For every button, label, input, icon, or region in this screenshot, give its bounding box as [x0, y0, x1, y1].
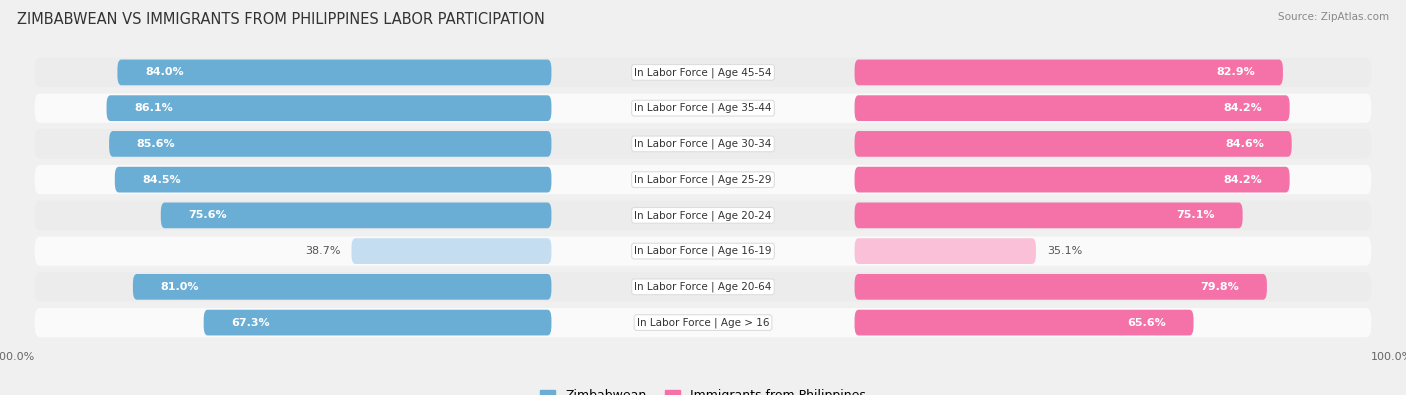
FancyBboxPatch shape [855, 203, 1243, 228]
FancyBboxPatch shape [35, 237, 1371, 266]
FancyBboxPatch shape [35, 308, 1371, 337]
FancyBboxPatch shape [115, 167, 551, 192]
Legend: Zimbabwean, Immigrants from Philippines: Zimbabwean, Immigrants from Philippines [536, 384, 870, 395]
Text: 67.3%: 67.3% [231, 318, 270, 327]
Text: 84.6%: 84.6% [1225, 139, 1264, 149]
FancyBboxPatch shape [110, 131, 551, 157]
FancyBboxPatch shape [35, 165, 1371, 194]
FancyBboxPatch shape [855, 60, 1282, 85]
FancyBboxPatch shape [855, 238, 1036, 264]
Text: In Labor Force | Age 35-44: In Labor Force | Age 35-44 [634, 103, 772, 113]
Text: In Labor Force | Age 16-19: In Labor Force | Age 16-19 [634, 246, 772, 256]
Text: In Labor Force | Age 20-64: In Labor Force | Age 20-64 [634, 282, 772, 292]
FancyBboxPatch shape [855, 95, 1289, 121]
Text: 75.1%: 75.1% [1177, 211, 1215, 220]
FancyBboxPatch shape [855, 131, 1292, 157]
Text: In Labor Force | Age 45-54: In Labor Force | Age 45-54 [634, 67, 772, 78]
FancyBboxPatch shape [204, 310, 551, 335]
Text: 81.0%: 81.0% [160, 282, 200, 292]
Text: 84.2%: 84.2% [1223, 103, 1263, 113]
Text: In Labor Force | Age 30-34: In Labor Force | Age 30-34 [634, 139, 772, 149]
Text: In Labor Force | Age > 16: In Labor Force | Age > 16 [637, 317, 769, 328]
Text: 86.1%: 86.1% [134, 103, 173, 113]
Text: 84.5%: 84.5% [142, 175, 181, 184]
FancyBboxPatch shape [35, 129, 1371, 158]
FancyBboxPatch shape [160, 203, 551, 228]
Text: 84.0%: 84.0% [145, 68, 184, 77]
Text: In Labor Force | Age 25-29: In Labor Force | Age 25-29 [634, 174, 772, 185]
FancyBboxPatch shape [35, 272, 1371, 301]
Text: Source: ZipAtlas.com: Source: ZipAtlas.com [1278, 12, 1389, 22]
Text: 82.9%: 82.9% [1216, 68, 1256, 77]
FancyBboxPatch shape [134, 274, 551, 300]
FancyBboxPatch shape [35, 201, 1371, 230]
FancyBboxPatch shape [35, 94, 1371, 123]
Text: 85.6%: 85.6% [136, 139, 176, 149]
Text: ZIMBABWEAN VS IMMIGRANTS FROM PHILIPPINES LABOR PARTICIPATION: ZIMBABWEAN VS IMMIGRANTS FROM PHILIPPINE… [17, 12, 544, 27]
Text: 38.7%: 38.7% [305, 246, 340, 256]
Text: 35.1%: 35.1% [1047, 246, 1083, 256]
FancyBboxPatch shape [855, 310, 1194, 335]
FancyBboxPatch shape [855, 274, 1267, 300]
FancyBboxPatch shape [35, 58, 1371, 87]
FancyBboxPatch shape [352, 238, 551, 264]
Text: 84.2%: 84.2% [1223, 175, 1263, 184]
Text: In Labor Force | Age 20-24: In Labor Force | Age 20-24 [634, 210, 772, 221]
Text: 79.8%: 79.8% [1201, 282, 1239, 292]
FancyBboxPatch shape [107, 95, 551, 121]
Text: 75.6%: 75.6% [188, 211, 226, 220]
FancyBboxPatch shape [118, 60, 551, 85]
FancyBboxPatch shape [855, 167, 1289, 192]
Text: 65.6%: 65.6% [1128, 318, 1166, 327]
